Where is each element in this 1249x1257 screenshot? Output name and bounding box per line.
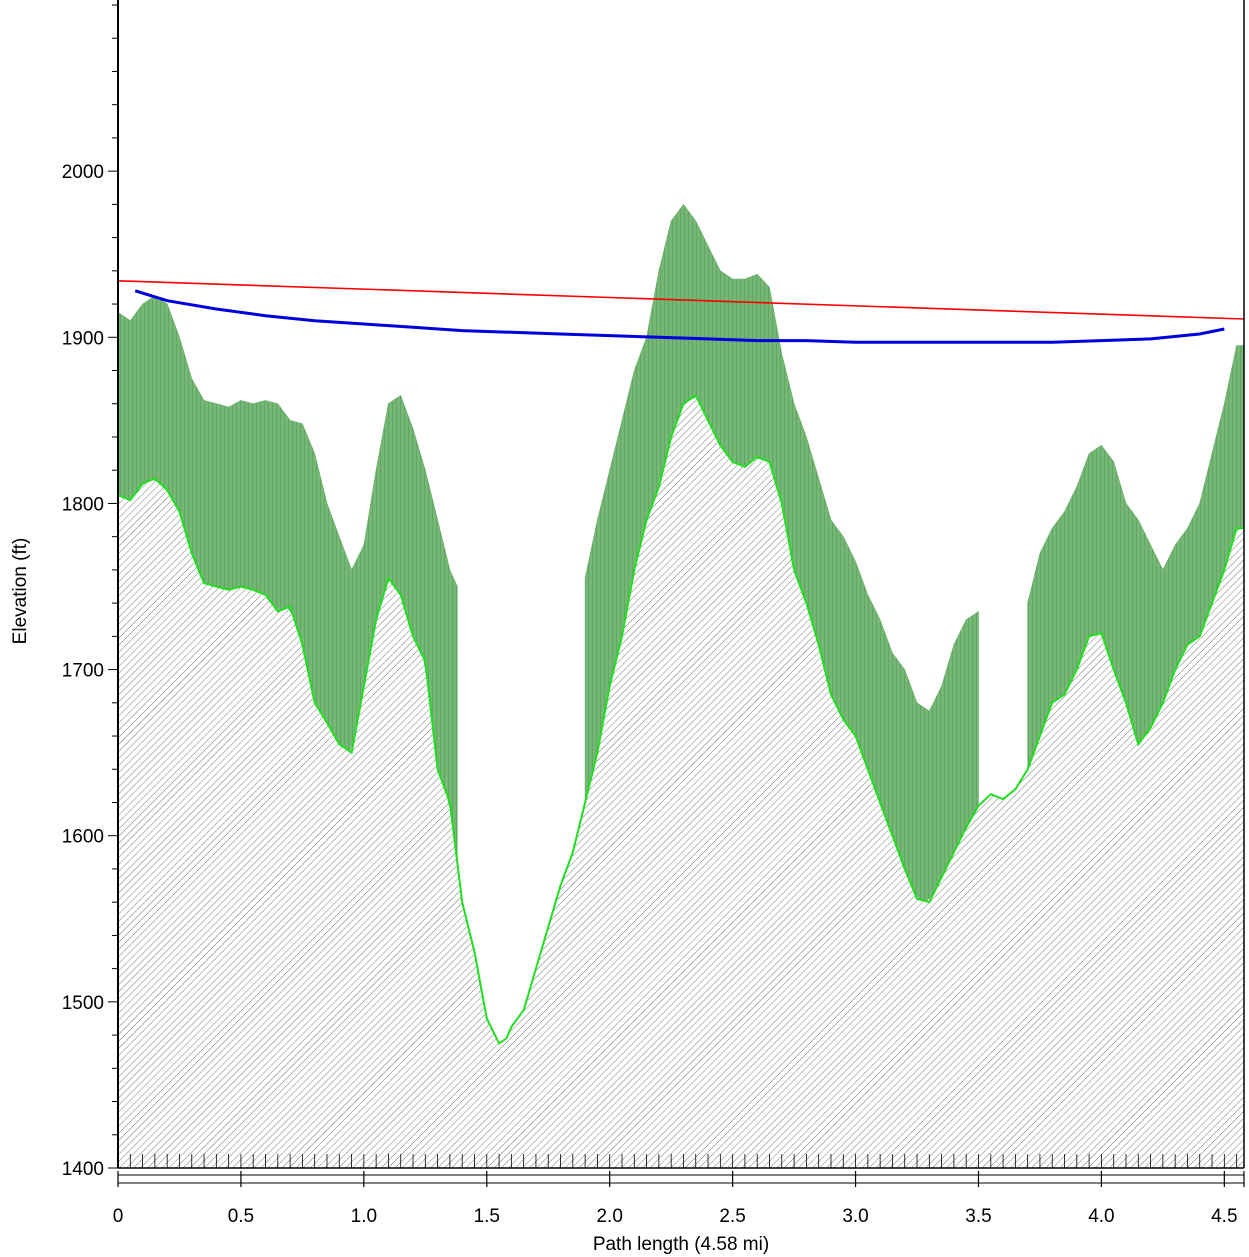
x-tick-label: 2.5 [719, 1206, 745, 1227]
fresnel-curve [134, 289, 1225, 344]
x-tick-label: 4.5 [1211, 1206, 1237, 1227]
x-tick-label: 0 [113, 1206, 124, 1227]
axes: 1400 1500 1600 1700 1800 1900 2000 0 0.5 1.0 1.5 2.… [62, 0, 1245, 1227]
y-tick-label: 2000 [62, 162, 104, 183]
terrain-area [118, 395, 1244, 1168]
x-axis-title: Path length (4.58 mi) [593, 1234, 769, 1255]
x-tick-label: 1.5 [474, 1206, 500, 1227]
y-tick-label: 1700 [62, 661, 104, 682]
x-ruler-bar [117, 1174, 1245, 1184]
x-tick-label: 0.5 [228, 1206, 254, 1227]
x-tick-label: 4.0 [1088, 1206, 1114, 1227]
x-tick-label: 2.0 [596, 1206, 622, 1227]
x-tick-label: 3.5 [965, 1206, 991, 1227]
y-axis-title: Elevation (ft) [10, 538, 31, 645]
terrain-profile-line [117, 393, 1244, 1045]
y-tick-label: 1400 [62, 1159, 104, 1180]
x-tick-label: 1.0 [351, 1206, 377, 1227]
y-tick-label: 1800 [62, 494, 104, 515]
x-tick-label: 3.0 [842, 1206, 868, 1227]
plot-area [117, 203, 1245, 1168]
y-tick-label: 1900 [62, 328, 104, 349]
y-tick-label: 1600 [62, 827, 104, 848]
line-of-sight [117, 280, 1245, 320]
y-tick-label: 1500 [62, 993, 104, 1014]
